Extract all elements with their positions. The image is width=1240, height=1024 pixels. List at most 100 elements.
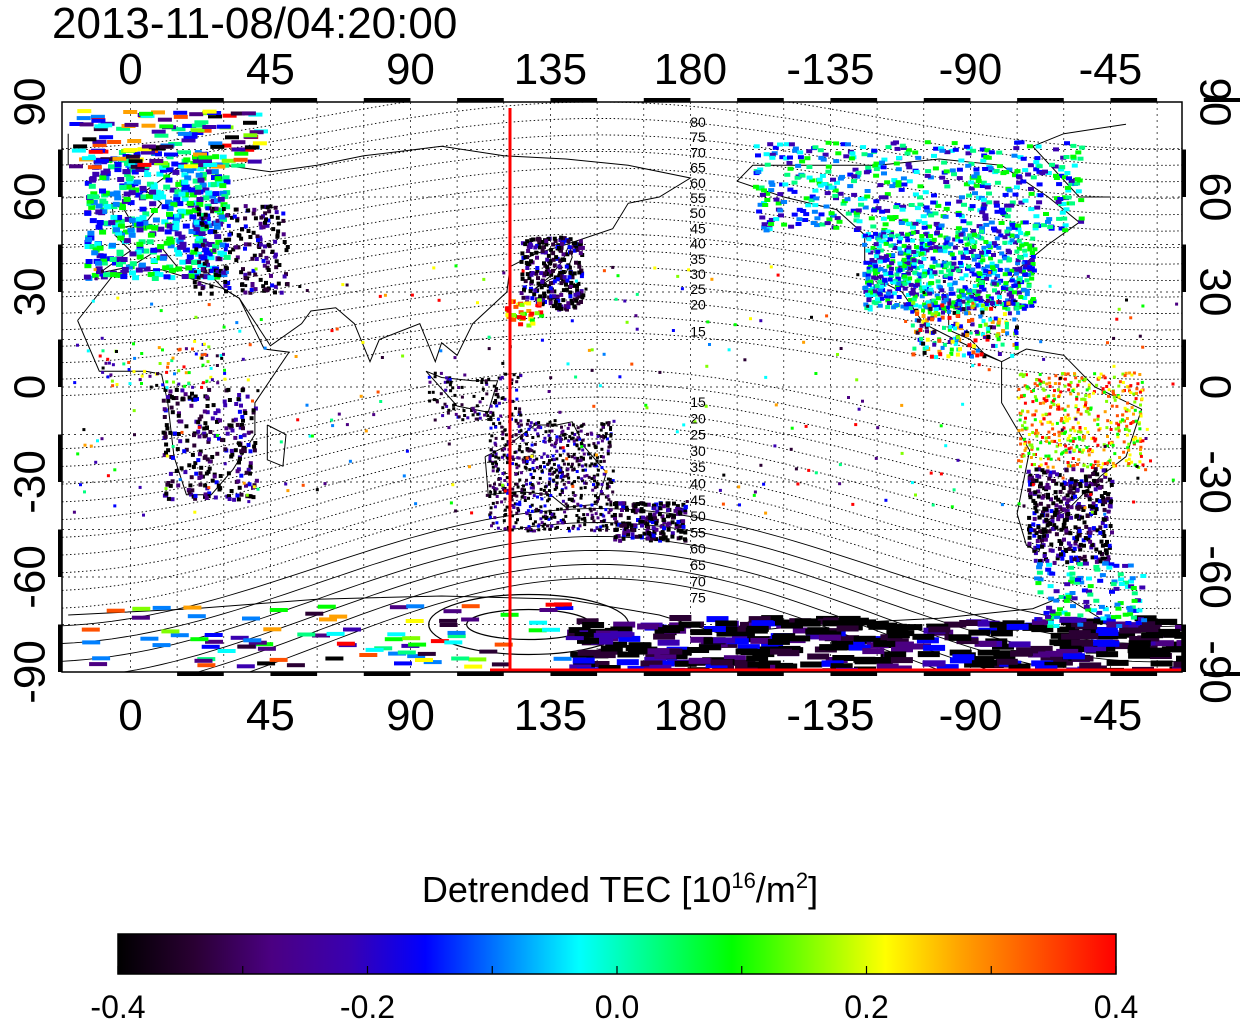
tec-cell — [1059, 513, 1064, 518]
tec-cell — [601, 425, 605, 429]
tec-cell — [1057, 539, 1062, 543]
tec-cell — [168, 275, 176, 281]
tec-cell — [875, 268, 881, 273]
tec-cell — [1045, 219, 1051, 224]
tec-cell — [1035, 398, 1039, 402]
tec-cell — [484, 379, 488, 383]
tec-cell — [1056, 407, 1059, 411]
tec-cell — [675, 504, 680, 509]
tec-cell — [932, 166, 939, 171]
tec-cell — [956, 288, 962, 293]
tec-cell — [88, 149, 103, 154]
tec-cell — [1114, 427, 1118, 431]
tec-cell — [537, 245, 542, 250]
tec-cell — [141, 123, 156, 128]
tec-cell — [202, 409, 207, 414]
tec-cell — [1080, 450, 1084, 454]
tec-cell — [756, 209, 763, 214]
tec-cell — [570, 465, 574, 469]
tec-cell — [1078, 437, 1082, 441]
tec-cell — [540, 497, 544, 501]
tec-cell — [112, 156, 127, 161]
tec-cell — [1101, 499, 1106, 504]
tec-cell — [609, 427, 612, 431]
tec-cell — [973, 338, 978, 343]
tec-cell — [1036, 447, 1040, 451]
tec-cell — [221, 176, 229, 182]
tec-cell — [886, 264, 892, 269]
tec-cell — [1009, 200, 1016, 205]
tec-cell — [567, 245, 572, 250]
tec-cell — [1076, 408, 1080, 412]
tec-cell — [676, 507, 681, 512]
tec-cell — [823, 204, 830, 209]
tec-cell — [107, 361, 111, 365]
tec-cell — [989, 325, 994, 330]
tec-cell — [1096, 443, 1100, 447]
tec-cell — [1027, 478, 1032, 483]
tec-cell — [918, 328, 923, 332]
tec-cell — [1021, 306, 1027, 311]
tec-cell — [525, 442, 528, 446]
tec-cell — [561, 499, 565, 503]
tec-cell — [932, 259, 938, 264]
tec-cell — [961, 332, 966, 337]
tec-cell — [1031, 268, 1037, 273]
tec-cell — [1106, 555, 1111, 560]
tec-cell — [919, 323, 924, 328]
tec-cell — [529, 311, 535, 316]
tec-cell — [607, 498, 611, 502]
tec-cell — [1005, 231, 1011, 236]
tec-cell — [577, 264, 582, 269]
tec-cell — [84, 263, 92, 269]
tec-cell — [190, 488, 195, 493]
tec-cell — [894, 146, 901, 151]
dip-contour-north — [62, 183, 1182, 249]
tec-cell — [993, 200, 1000, 205]
tec-cell — [881, 232, 887, 237]
tec-cell — [520, 315, 526, 320]
tec-cell — [1018, 373, 1022, 377]
tec-cell — [189, 475, 194, 480]
tec-cell — [546, 524, 549, 528]
tec-cell — [193, 284, 198, 289]
tec-cell — [935, 296, 941, 301]
tec-cell — [489, 490, 493, 494]
tec-cell — [119, 205, 126, 211]
tec-cell — [551, 251, 556, 256]
tec-cell — [186, 488, 191, 492]
tec-cell — [982, 216, 989, 221]
tec-cell — [191, 207, 199, 213]
tec-cell — [100, 220, 108, 226]
tec-cell — [961, 202, 967, 207]
tec-cell — [570, 275, 575, 280]
tec-cell — [1052, 513, 1057, 517]
tec-cell — [495, 501, 499, 505]
tec-cell — [1054, 196, 1060, 201]
tec-cell — [956, 199, 963, 204]
tec-cell — [884, 257, 890, 262]
tec-cell — [491, 413, 495, 417]
tec-cell — [1121, 389, 1125, 393]
tec-cell — [154, 247, 162, 253]
tec-cell — [888, 243, 894, 248]
tec-cell — [1113, 394, 1117, 398]
tec-cell — [173, 372, 176, 376]
tec-cell — [750, 637, 773, 644]
tec-cell — [1123, 427, 1127, 431]
tec-cell — [515, 388, 519, 392]
tec-cell — [511, 455, 515, 459]
tec-cell — [924, 208, 931, 213]
tec-cell — [1055, 556, 1060, 561]
tec-cell — [873, 242, 879, 247]
tec-cell — [618, 635, 641, 642]
tec-cell — [1004, 229, 1010, 234]
tec-cell — [808, 198, 815, 203]
tec-cell — [1085, 388, 1089, 392]
tec-cell — [165, 177, 173, 183]
tec-cell — [265, 205, 270, 210]
tec-cell — [538, 310, 544, 315]
tec-cell — [575, 295, 580, 300]
tec-cell — [898, 236, 904, 241]
tec-cell — [948, 291, 954, 296]
